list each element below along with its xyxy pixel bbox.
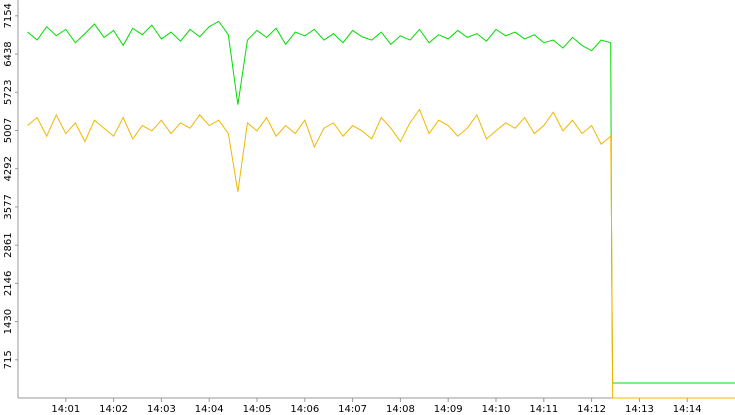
series-line [27, 20, 735, 384]
x-tick-label: 14:12 [577, 404, 606, 415]
x-tick-label: 14:13 [625, 404, 654, 415]
x-tick-label: 14:06 [290, 404, 319, 415]
y-tick-label: 7154 [3, 3, 14, 28]
y-tick-label: 3577 [3, 194, 14, 219]
x-tick-label: 14:02 [99, 404, 128, 415]
x-tick-label: 14:03 [147, 404, 176, 415]
y-tick-label: 5723 [3, 80, 14, 105]
x-tick-label: 14:10 [482, 404, 511, 415]
x-tick-label: 14:14 [673, 404, 702, 415]
y-tick-label: 5007 [3, 118, 14, 143]
x-tick-label: 14:04 [195, 404, 224, 415]
y-tick-label: 2861 [3, 232, 14, 257]
y-tick-label: 715 [3, 350, 14, 369]
y-tick-label: 6438 [3, 41, 14, 66]
series-line [27, 108, 735, 399]
x-tick-label: 14:11 [529, 404, 558, 415]
y-tick-label: 1430 [3, 309, 14, 334]
y-tick-label: 2146 [3, 271, 14, 296]
x-tick-label: 14:01 [51, 404, 80, 415]
x-tick-label: 14:09 [434, 404, 463, 415]
x-tick-label: 14:08 [386, 404, 415, 415]
x-tick-label: 14:07 [338, 404, 367, 415]
y-tick-label: 4292 [3, 156, 14, 181]
x-tick-label: 14:05 [243, 404, 272, 415]
